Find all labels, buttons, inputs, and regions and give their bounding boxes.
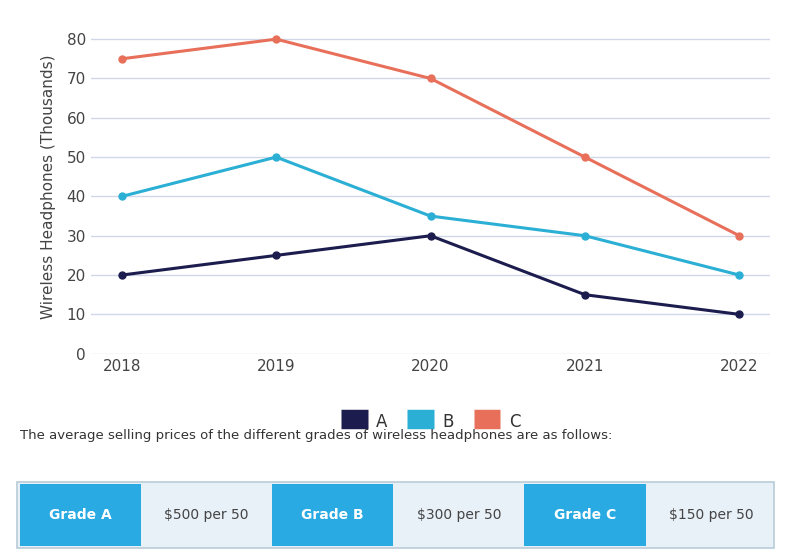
Text: Grade B: Grade B	[302, 508, 364, 522]
Y-axis label: Wireless Headphones (Thousands): Wireless Headphones (Thousands)	[40, 55, 55, 319]
Bar	[17, 482, 774, 548]
Legend: A, B, C: A, B, C	[334, 405, 527, 437]
Bar	[272, 483, 393, 546]
Text: The average selling prices of the different grades of wireless headphones are as: The average selling prices of the differ…	[20, 429, 612, 442]
Text: Grade C: Grade C	[554, 508, 616, 522]
Text: $300 per 50: $300 per 50	[416, 508, 501, 522]
Text: $150 per 50: $150 per 50	[669, 508, 754, 522]
Bar	[20, 483, 141, 546]
Bar	[525, 483, 645, 546]
Text: $500 per 50: $500 per 50	[164, 508, 249, 522]
Text: Grade A: Grade A	[49, 508, 112, 522]
